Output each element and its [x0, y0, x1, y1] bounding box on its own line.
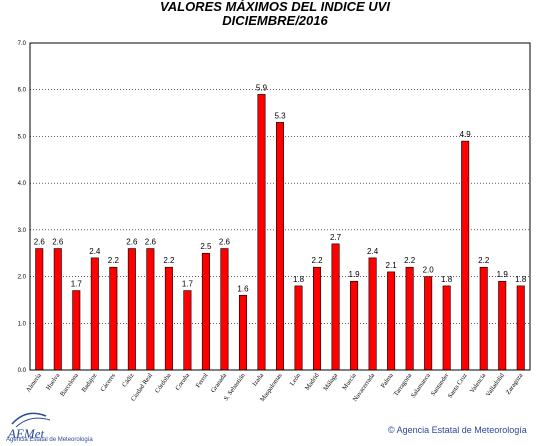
data-label: 2.6: [219, 238, 231, 247]
data-label: 1.8: [515, 275, 527, 284]
bar: [146, 248, 155, 371]
bar: [368, 257, 377, 371]
bar: [53, 248, 62, 371]
y-tick-label: 2.0: [18, 275, 27, 281]
bar: [442, 285, 451, 371]
x-tick-label: Coruña: [174, 372, 191, 392]
bar: [387, 271, 396, 371]
bar: [516, 285, 525, 371]
bar: [164, 266, 173, 371]
x-tick-label: Barcelona: [59, 372, 80, 398]
bar: [72, 290, 81, 371]
plot-frame: [29, 42, 531, 371]
x-tick-label: Valencia: [469, 372, 488, 394]
y-tick-label: 3.0: [18, 228, 27, 234]
bar: [127, 248, 136, 371]
data-label: 1.9: [497, 270, 509, 279]
bars-layer: [35, 94, 525, 371]
chart-title-block: VALORES MÁXIMOS DEL INDICE UVI DICIEMBRE…: [0, 0, 550, 28]
data-label: 1.7: [182, 280, 194, 289]
x-tick-label: Ferrol: [195, 372, 210, 389]
x-tick-label: Murcia: [341, 372, 358, 391]
data-label: 2.2: [478, 256, 490, 265]
copyright-text: Agencia Estatal de Meteorología: [396, 425, 527, 435]
x-tick-label: Palma: [380, 372, 395, 389]
x-tick-label: Madrid: [304, 372, 321, 392]
bar: [479, 266, 488, 371]
data-label: 5.9: [256, 83, 268, 92]
bar: [275, 122, 285, 371]
chart-title: VALORES MÁXIMOS DEL INDICE UVI: [160, 0, 390, 14]
x-tick-label: Córdoba: [154, 372, 173, 394]
chart-subtitle: DICIEMBRE/2016: [222, 13, 328, 28]
bar: [201, 252, 210, 371]
data-label: 2.5: [200, 242, 212, 251]
data-label: 4.9: [460, 130, 472, 139]
bar: [220, 248, 229, 371]
bar: [35, 248, 44, 371]
logo-swoosh-icon: [11, 412, 47, 425]
data-label: 1.9: [349, 270, 361, 279]
bar: [350, 280, 359, 371]
data-label: 2.2: [311, 256, 323, 265]
data-label: 2.6: [52, 238, 64, 247]
y-tick-label: 5.0: [18, 134, 27, 140]
data-label: 2.7: [330, 233, 342, 242]
data-label: 2.2: [404, 256, 416, 265]
aemet-logo: [11, 412, 51, 428]
data-label: 1.8: [293, 275, 305, 284]
data-label: 2.2: [108, 256, 120, 265]
copyright-notice: © Agencia Estatal de Meteorología: [388, 425, 527, 435]
x-tick-label: Izaña: [251, 372, 265, 388]
bar: [183, 290, 192, 371]
data-label: 2.0: [423, 266, 435, 275]
x-tick-label: Málaga: [322, 372, 339, 392]
data-label: 1.7: [71, 280, 83, 289]
y-tick-label: 7.0: [18, 41, 27, 47]
logo-subtext: Agencia Estatal de Meteorología: [6, 437, 93, 443]
data-label: 2.1: [386, 261, 398, 270]
bar: [424, 276, 433, 371]
y-tick-label: 6.0: [18, 88, 27, 94]
x-tick-label: Almería: [25, 372, 43, 394]
x-tick-label: Badajoz: [81, 372, 99, 394]
y-tick-label: 4.0: [18, 181, 27, 187]
data-label: 2.6: [145, 238, 157, 247]
bar: [498, 280, 507, 371]
logo-text: AEMet: [8, 426, 45, 441]
x-tick-label: Huelva: [45, 372, 62, 391]
data-label: 1.8: [441, 275, 453, 284]
bar: [313, 266, 322, 371]
bar: [405, 266, 414, 371]
y-tick-label: 1.0: [18, 321, 27, 327]
bar: [109, 266, 118, 371]
x-tick-label: Cáceres: [99, 372, 117, 393]
x-tick-label: León: [289, 372, 303, 388]
y-tick-label: 0.0: [18, 368, 27, 374]
data-label: 2.4: [367, 247, 379, 256]
x-tick-label: Zaragoza: [505, 372, 525, 396]
x-tick-label: Cádiz: [121, 372, 135, 389]
data-label: 5.3: [274, 111, 286, 120]
bar: [294, 285, 303, 371]
data-label: 2.6: [34, 238, 46, 247]
x-tick-label: Valladolid: [485, 372, 506, 399]
bar: [461, 140, 470, 371]
data-label: 2.2: [163, 256, 175, 265]
bar: [90, 257, 99, 371]
logo-swoosh-icon: [15, 417, 51, 428]
bar: [257, 94, 266, 371]
x-tick-label: Granada: [210, 372, 228, 394]
data-label: 2.6: [126, 238, 138, 247]
bar: [331, 243, 340, 371]
data-label: 1.6: [237, 284, 249, 293]
bar: [238, 294, 247, 371]
data-label: 2.4: [89, 247, 101, 256]
copyright-icon: ©: [388, 425, 395, 435]
